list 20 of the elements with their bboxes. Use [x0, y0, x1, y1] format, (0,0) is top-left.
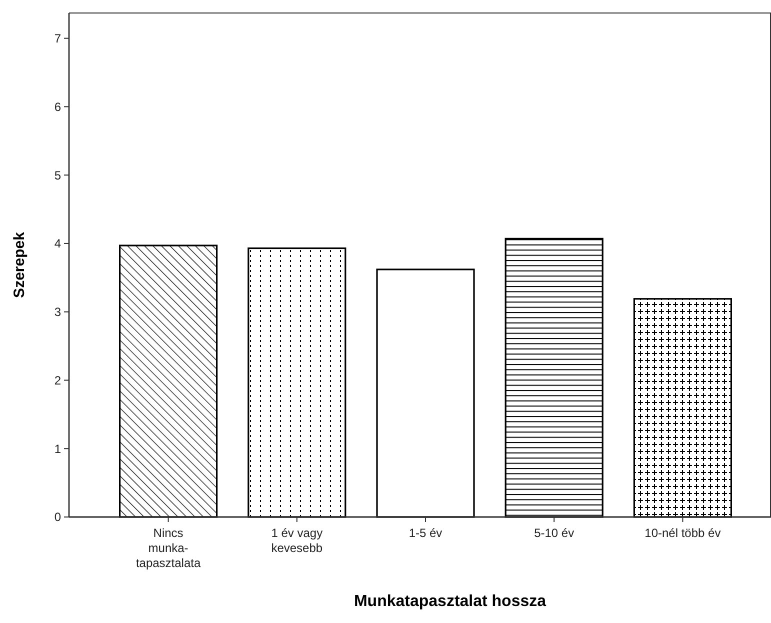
- x-tick-label: 1 év vagy kevesebb: [271, 526, 323, 555]
- bar: [248, 247, 346, 518]
- y-tick-label: 4: [54, 236, 62, 251]
- y-tick-label: 0: [54, 510, 62, 524]
- bar: [633, 298, 732, 518]
- x-tick-label: 5-10 év: [534, 526, 574, 540]
- y-tick-label: 3: [54, 305, 62, 320]
- x-tick-label: Nincs munka- tapasztalata: [136, 526, 201, 570]
- bar: [119, 244, 218, 518]
- y-tick-label: 2: [54, 373, 62, 388]
- y-tick-label: 7: [54, 32, 62, 46]
- bar: [504, 238, 604, 518]
- y-tick-label: 1: [54, 442, 62, 456]
- y-axis-title: Szerepek: [11, 231, 28, 298]
- y-tick-label: 5: [54, 168, 62, 182]
- x-tick-label: 10-nél több év: [644, 526, 721, 540]
- x-axis-title: Munkatapasztalat hossza: [354, 593, 546, 610]
- bar: [376, 268, 475, 518]
- y-tick-label: 6: [54, 100, 62, 114]
- x-tick-label: 1-5 év: [408, 526, 442, 540]
